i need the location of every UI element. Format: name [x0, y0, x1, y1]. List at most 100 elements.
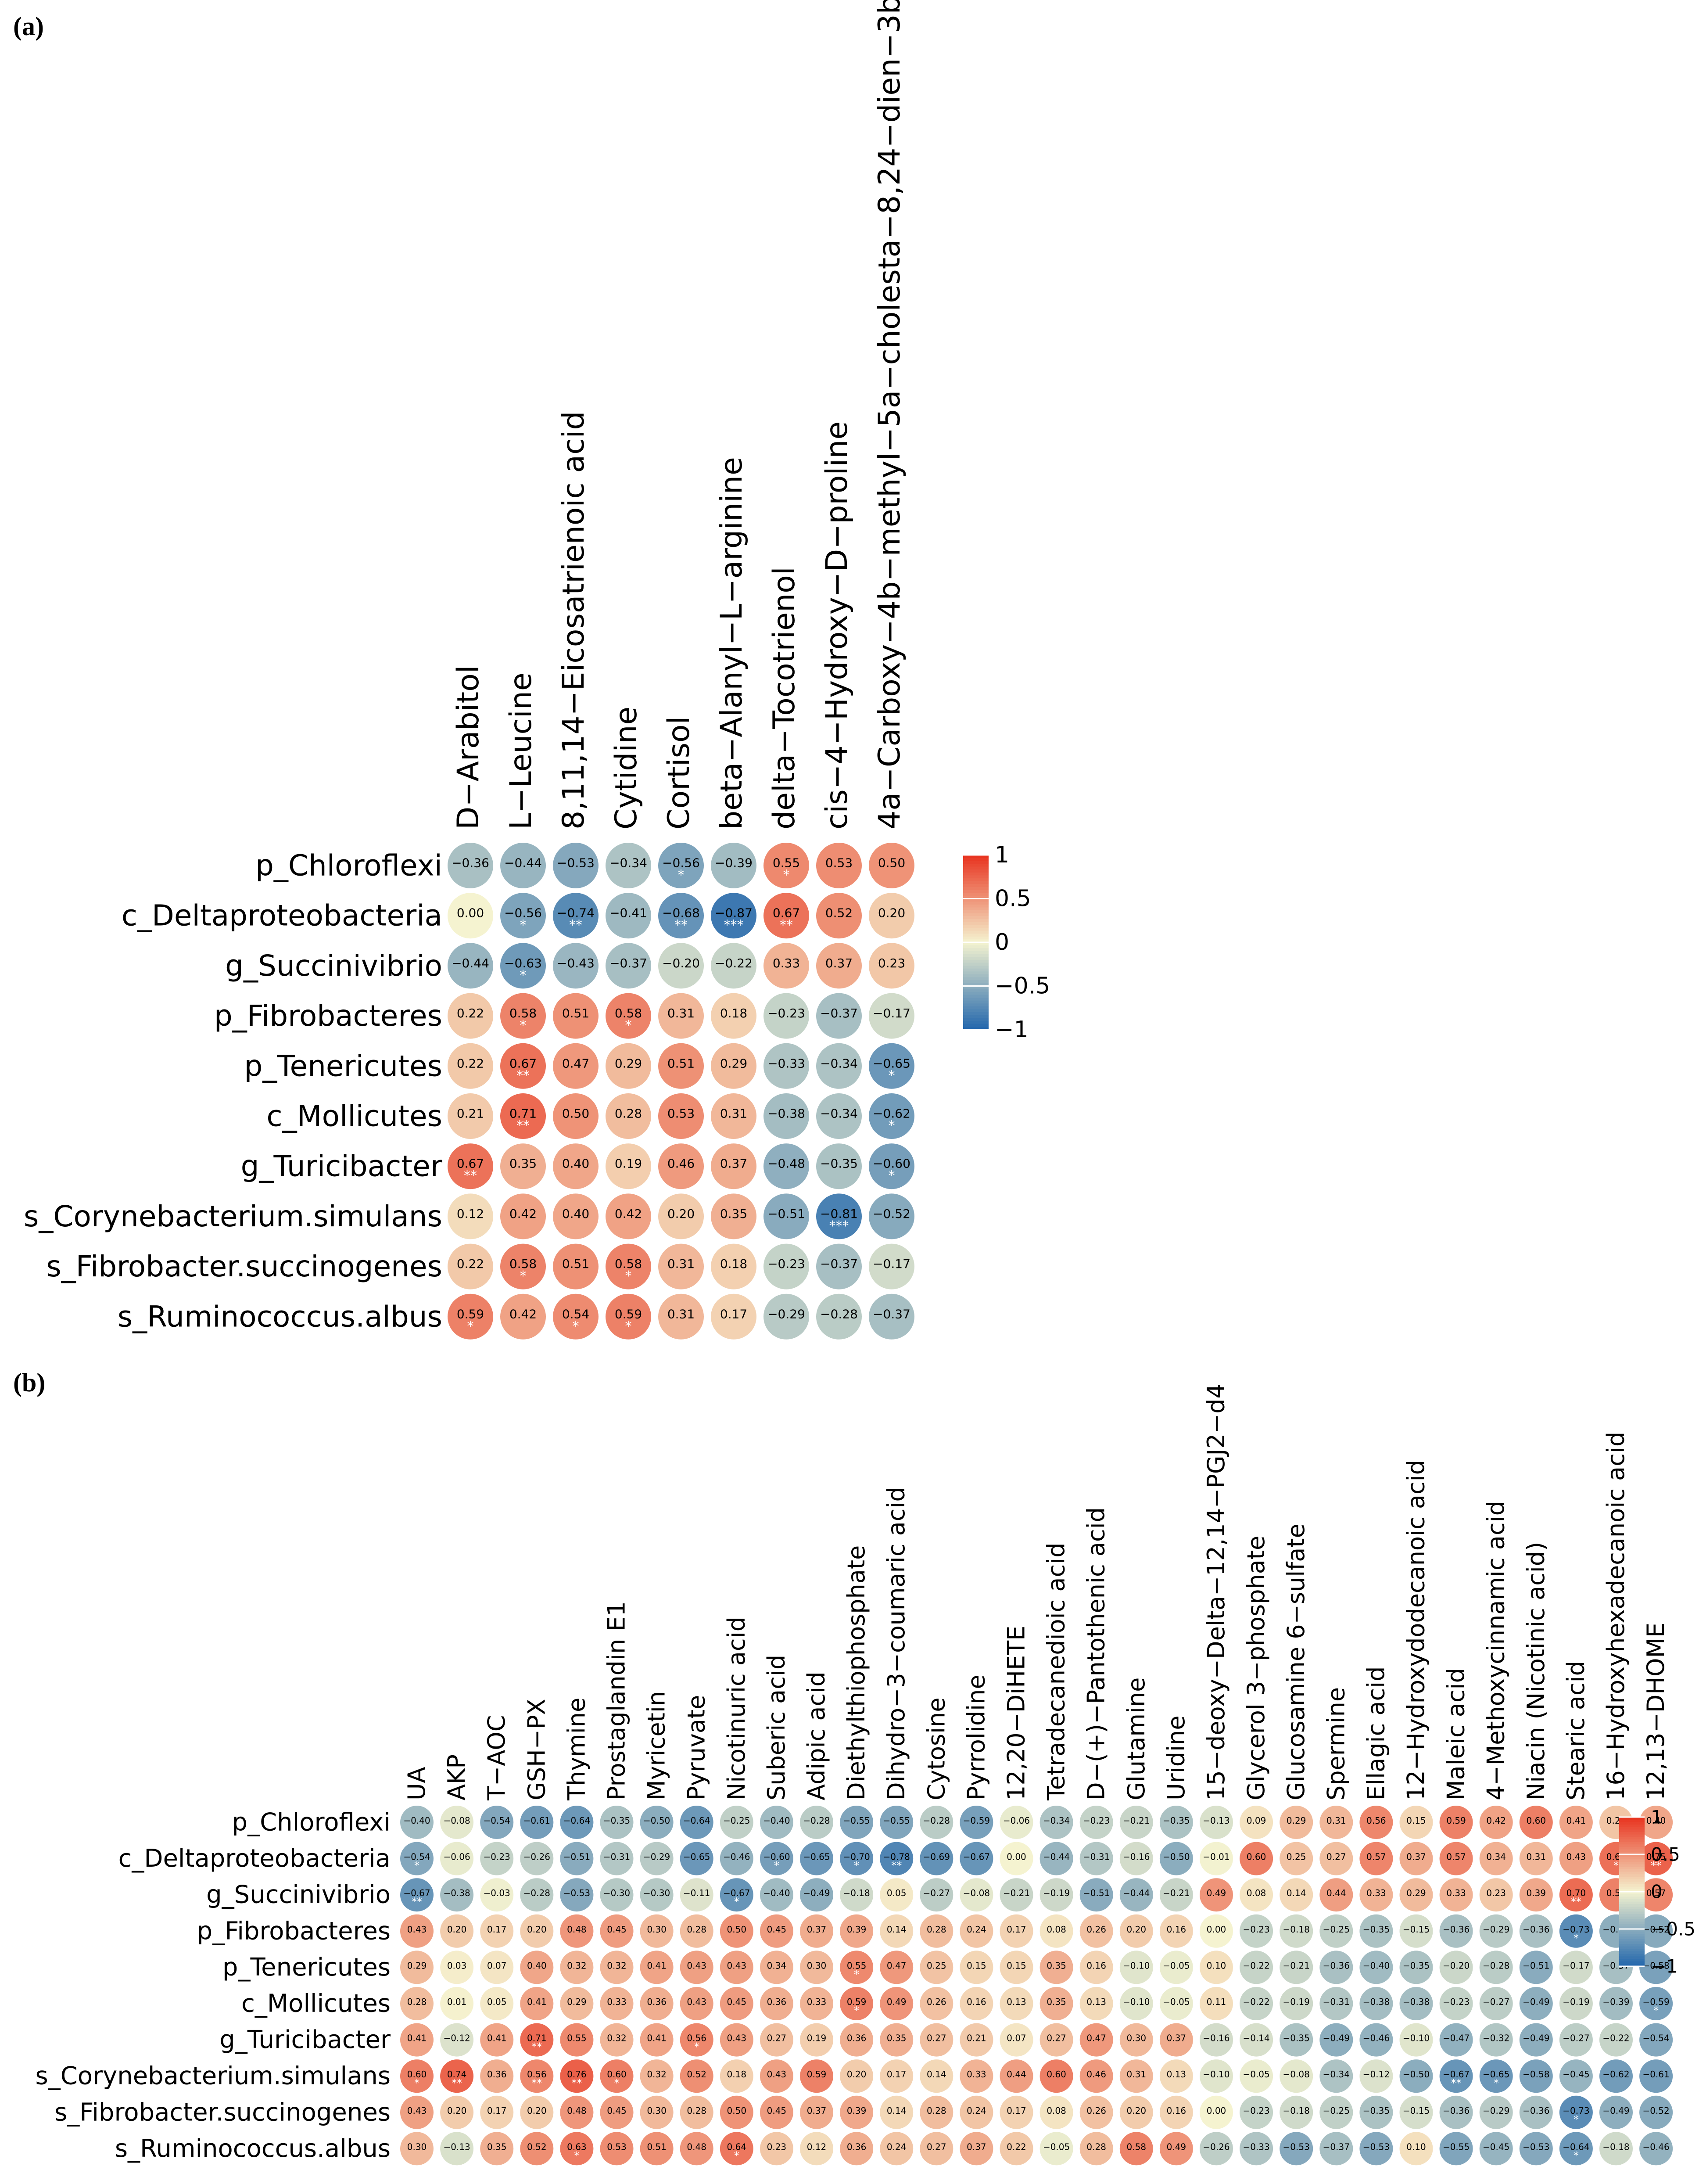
column-label-4a-carboxy-4b-methyl-5a-cholesta-8-24-dien-3b-ol: 4a−Carboxy−4b−methyl−5a−cholesta−8,24−di…: [872, 0, 907, 830]
cell-value: 0.24: [967, 2105, 986, 2116]
cell-circle: [1319, 1806, 1353, 1839]
cell-circle: [711, 1293, 756, 1340]
cell-value: 0.64: [727, 2141, 747, 2152]
legend-swatch: [1619, 1842, 1645, 1845]
cell-value: 0.48: [687, 2141, 706, 2152]
cell-value: 0.09: [1247, 1815, 1266, 1826]
cell-circle: [553, 843, 599, 888]
cell-value: −0.49: [1523, 1997, 1549, 2007]
row-label-c-mollicutes: c_Mollicutes: [241, 1990, 391, 2018]
legend-swatch: [1619, 1904, 1645, 1907]
cell-value: −0.30: [643, 1888, 670, 1898]
cell-circle: [1159, 1987, 1193, 2020]
cell-significance: *: [414, 2077, 419, 2089]
cell-value: 0.20: [878, 906, 905, 920]
cell-circle: [480, 1878, 514, 1912]
cell-value: 0.41: [407, 2033, 427, 2044]
cell-circle: [560, 1914, 594, 1948]
cell-circle: [880, 1806, 914, 1839]
legend-swatch: [963, 945, 989, 948]
cell-circle: [1359, 1987, 1393, 2020]
cell-circle: [880, 2095, 914, 2129]
cell-circle: [1119, 2023, 1153, 2057]
cell-circle: [869, 943, 914, 989]
cell-value: 0.33: [967, 2069, 986, 2080]
cell-circle: [1599, 1987, 1633, 2020]
panel-b-label: (b): [13, 1368, 45, 1397]
legend-swatch: [963, 942, 989, 946]
cell-value: 0.00: [1207, 1924, 1226, 1935]
cell-circle: [440, 1914, 474, 1948]
legend-swatch: [1619, 1847, 1645, 1850]
cell-value: 0.45: [727, 1997, 747, 2007]
cell-value: 0.74: [447, 2069, 467, 2080]
cell-value: −0.45: [1483, 2141, 1509, 2152]
cell-circle: [920, 2023, 953, 2057]
cell-circle: [763, 993, 809, 1039]
cell-value: −0.49: [1602, 2105, 1629, 2116]
cell-value: 0.57: [1646, 1888, 1666, 1898]
cell-value: 0.32: [607, 1960, 627, 1971]
cell-circle: [869, 893, 914, 939]
cell-value: −0.16: [1203, 2033, 1229, 2044]
cell-circle: [840, 1914, 874, 1948]
cell-circle: [1119, 1878, 1153, 1912]
cell-value: 0.44: [1326, 1888, 1346, 1898]
legend-swatch: [963, 966, 989, 969]
column-label-8-11-14-eicosatrienoic-acid: 8,11,14−Eicosatrienoic acid: [556, 411, 591, 830]
cell-circle: [960, 1842, 993, 1875]
cell-circle: [840, 1951, 874, 1984]
cell-value: −0.10: [1403, 2033, 1430, 2044]
cell-value: 0.41: [1566, 1815, 1586, 1826]
cell-value: −0.21: [1123, 1815, 1150, 1826]
legend-swatch: [963, 893, 989, 896]
cell-circle: [1439, 2023, 1473, 2057]
cell-value: −0.10: [1123, 1960, 1150, 1971]
cell-value: 0.08: [1047, 1924, 1066, 1935]
column-label-niacin-nicotinic-acid: Niacin (Nicotinic acid): [1522, 1542, 1550, 1800]
cell-circle: [1639, 1806, 1673, 1839]
cell-circle: [640, 2023, 674, 2057]
cell-significance: *: [1494, 2077, 1499, 2089]
cell-significance: *: [625, 1318, 632, 1334]
cell-circle: [1119, 2132, 1153, 2166]
cell-value: 0.35: [509, 1157, 537, 1171]
cell-circle: [448, 843, 493, 888]
cell-value: 0.56: [687, 2033, 706, 2044]
cell-circle: [1639, 2059, 1673, 2093]
cell-value: −0.59: [963, 1815, 990, 1826]
legend-swatch: [1619, 1892, 1645, 1895]
cell-circle: [440, 2059, 474, 2093]
column-label-cortisol: Cortisol: [662, 716, 696, 830]
cell-significance: **: [531, 2077, 542, 2089]
column-label-cis-4-hydroxy-d-proline: cis−4−Hydroxy−D−proline: [820, 421, 854, 830]
legend-tick-label: 0.5: [995, 886, 1031, 912]
cell-value: 0.58: [509, 1006, 537, 1020]
cell-value: −0.44: [504, 856, 542, 870]
cell-circle: [400, 1951, 434, 1984]
cell-value: −0.31: [1083, 1852, 1110, 1862]
cell-value: −0.28: [803, 1815, 830, 1826]
cell-circle: [720, 1878, 753, 1912]
cell-circle: [560, 2095, 594, 2129]
cell-circle: [1639, 1987, 1673, 2020]
cell-value: 0.20: [1127, 2105, 1147, 2116]
row-label-g-succinivibrio: g_Succinivibrio: [206, 1881, 391, 1909]
cell-circle: [606, 1093, 651, 1139]
cell-circle: [520, 2132, 554, 2166]
cell-value: 0.75: [1646, 1852, 1666, 1862]
cell-value: 0.30: [807, 1960, 827, 1971]
cell-value: 0.20: [447, 1924, 467, 1935]
legend-swatch: [963, 971, 989, 975]
cell-value: −0.22: [715, 956, 753, 970]
legend-swatch: [1619, 1931, 1645, 1934]
cell-circle: [1119, 1987, 1153, 2020]
cell-circle: [1519, 1987, 1553, 2020]
cell-value: 0.52: [527, 2141, 547, 2152]
legend-swatch: [963, 881, 989, 884]
cell-value: 0.00: [1207, 2105, 1226, 2116]
cell-circle: [560, 1842, 594, 1875]
cell-circle: [1119, 2095, 1153, 2129]
cell-value: −0.38: [1363, 1997, 1390, 2007]
row-label-p-chloroflexi: p_Chloroflexi: [232, 1808, 391, 1837]
